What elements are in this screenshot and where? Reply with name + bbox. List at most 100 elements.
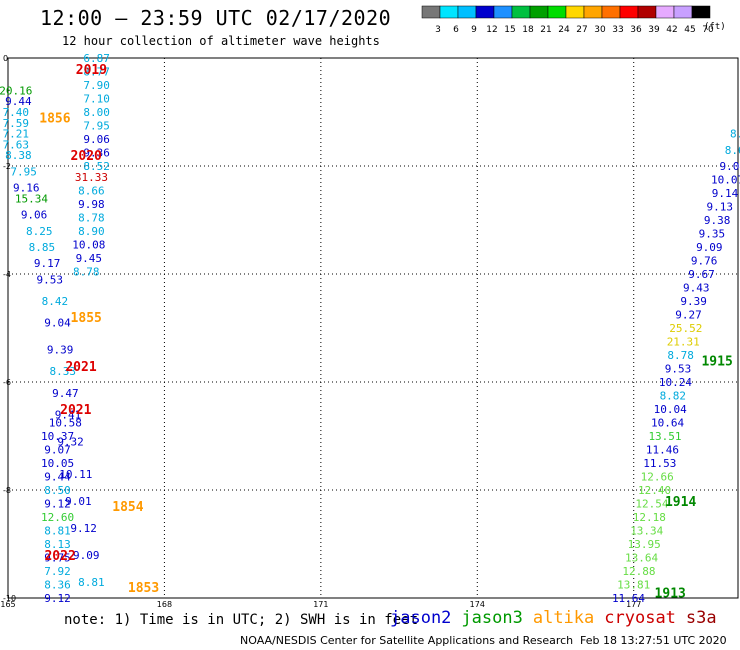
time-label: 2019: [76, 63, 107, 78]
wave-height-value: 9.12: [44, 592, 71, 605]
time-label: 1914: [665, 495, 696, 510]
wave-height-value: 12.40: [638, 484, 671, 497]
y-tick-label: -10: [3, 594, 16, 603]
wave-height-value: 9.47: [52, 387, 79, 400]
wave-height-value: 9.32: [57, 435, 84, 448]
wave-height-value: 9.16: [13, 182, 40, 195]
wave-height-value: 9.67: [688, 268, 715, 281]
time-label: 2021: [60, 403, 91, 418]
y-tick-label: -4: [3, 270, 11, 279]
wave-height-value: 9.04: [44, 317, 71, 330]
color-scale-unit: (ft): [704, 22, 726, 32]
wave-height-value: 8.81: [78, 576, 105, 589]
wave-height-value: 8.92: [730, 128, 740, 141]
wave-height-value: 7.63: [3, 138, 30, 151]
scale-tick-label: 39: [648, 25, 660, 35]
wave-height-value: 9.43: [683, 282, 710, 295]
wave-height-value: 13.64: [625, 552, 658, 565]
wave-height-value: 9.41: [55, 408, 82, 421]
wave-height-value: 9.17: [34, 257, 61, 270]
wave-height-value: 7.10: [83, 93, 110, 106]
wave-height-value: 10.07: [711, 174, 740, 187]
wave-height-value: 9.06: [21, 209, 48, 222]
wave-height-value: 31.33: [75, 171, 108, 184]
wave-height-value: 11.46: [646, 444, 679, 457]
wave-height-value: 8.90: [78, 225, 105, 238]
legend-item: altika: [532, 608, 595, 628]
legend-item: jason2: [390, 608, 452, 628]
x-tick-label: 165: [0, 600, 15, 609]
scale-tick-label: 24: [558, 25, 570, 35]
wave-height-value: 9.27: [675, 309, 702, 322]
legend-item: cryosat: [604, 608, 676, 628]
scale-tick-label: 36: [630, 25, 642, 35]
wave-height-value: 9.39: [47, 344, 74, 357]
wave-height-value: 9.45: [76, 252, 103, 265]
time-label: 2020: [71, 149, 102, 164]
scale-tick-label: 15: [504, 25, 515, 35]
y-tick-label: 0: [3, 54, 8, 63]
wave-height-value: 12.18: [633, 511, 666, 524]
x-tick-label: 177: [626, 600, 641, 609]
wave-height-value: 8.33: [50, 365, 77, 378]
wave-height-value: 7.92: [44, 565, 71, 578]
wave-height-value: 7.95: [83, 120, 110, 133]
wave-height-value: 13.95: [628, 538, 661, 551]
wave-height-value: 9.39: [680, 295, 707, 308]
wave-height-value: 8.81: [44, 525, 71, 538]
chart-subtitle: 12 hour collection of altimeter wave hei…: [62, 34, 380, 48]
wave-height-value: 12.66: [641, 471, 674, 484]
wave-height-value: 25.52: [669, 322, 702, 335]
wave-height-value: 9.09: [696, 241, 723, 254]
plot-frame: [7, 57, 739, 599]
wave-height-value: 8.85: [29, 241, 56, 254]
scale-tick-label: 6: [453, 25, 459, 35]
satellite-legend: jason2 jason3 altika cryosat s3a: [390, 608, 727, 628]
wave-height-value: 7.59: [3, 117, 30, 130]
x-tick-label: 171: [313, 600, 328, 609]
wave-height-value: 8.50: [44, 484, 71, 497]
wave-height-value: 9.44: [44, 471, 71, 484]
time-label: 2022: [44, 549, 75, 564]
wave-height-value: 7.21: [3, 128, 30, 141]
scale-tick-label: 9: [471, 25, 477, 35]
wave-height-value: 8.77: [83, 66, 110, 79]
wave-height-value: 9.14: [712, 187, 739, 200]
time-label: 1853: [128, 581, 159, 596]
legend-item: s3a: [685, 608, 717, 628]
wave-height-value: 13.34: [630, 525, 663, 538]
wave-height-value: 9.75: [44, 552, 71, 565]
wave-height-value: 9.04: [720, 160, 740, 173]
wave-height-value: 7.95: [10, 165, 37, 178]
scale-tick-label: 21: [540, 25, 551, 35]
wave-height-value: 9.44: [5, 95, 32, 108]
scale-tick-label: 12: [486, 25, 497, 35]
wave-height-value: 10.64: [651, 417, 684, 430]
wave-height-value: 12.54: [635, 498, 668, 511]
wave-height-value: 9.13: [707, 201, 734, 214]
wave-height-value: 9.53: [36, 273, 63, 286]
wave-height-value: 13.81: [617, 579, 650, 592]
wave-height-value: 21.31: [667, 336, 700, 349]
footer-note: note: 1) Time is in UTC; 2) SWH is in fe…: [64, 612, 419, 628]
x-tick-label: 168: [157, 600, 172, 609]
wave-height-value: 13.51: [648, 430, 681, 443]
time-label: 1854: [112, 500, 143, 515]
wave-height-value: 9.53: [665, 363, 692, 376]
wave-height-value: 8.78: [73, 265, 100, 278]
legend-item: jason3: [461, 608, 523, 628]
scale-tick-label: 30: [594, 25, 606, 35]
time-label: 1856: [39, 111, 70, 126]
scale-tick-label: 18: [522, 25, 534, 35]
wave-height-value: 11.53: [643, 457, 676, 470]
wave-height-value: 8.78: [667, 349, 694, 362]
wave-height-value: 8.52: [83, 160, 110, 173]
wave-height-value: 8.13: [44, 538, 71, 551]
color-scale: 3 6 9 12 15 18 21 24 27 30 33 36 39 42 45 70: [421, 5, 714, 35]
wave-height-value: 9.07: [44, 444, 71, 457]
y-tick-label: -8: [3, 486, 11, 495]
wave-height-value: 9.35: [699, 228, 726, 241]
wave-height-value: 8.36: [44, 579, 71, 592]
credit-timestamp: Feb 18 13:27:51 UTC 2020: [580, 634, 727, 647]
